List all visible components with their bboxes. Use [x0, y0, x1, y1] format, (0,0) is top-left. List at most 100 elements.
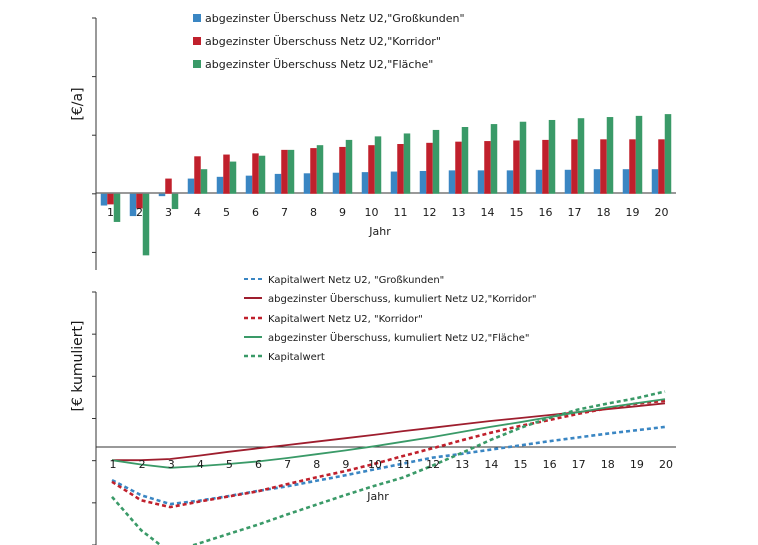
- bar-chart-x-tick-label: 3: [165, 206, 172, 219]
- legend-label-grosskunden: abgezinster Überschuss Netz U2,"Großkund…: [205, 12, 465, 25]
- legend-swatch-flaeche: [193, 60, 201, 68]
- legend-label-korridor: abgezinster Überschuss Netz U2,"Korridor…: [205, 35, 441, 48]
- line-chart-x-tick-label: 5: [226, 458, 233, 471]
- bar-2-10: [368, 145, 375, 194]
- line-chart-x-tick-label: 9: [342, 458, 349, 471]
- bar-3-4: [200, 169, 208, 194]
- line-chart-x-tick-label: 10: [368, 458, 382, 471]
- legend-label-kumuliert-flaeche: abgezinster Überschuss, kumuliert Netz U…: [268, 331, 530, 344]
- line-chart-x-label: Jahr: [366, 490, 389, 503]
- bar-2-3: [165, 178, 172, 194]
- line-chart-x-tick-label: 16: [543, 458, 557, 471]
- bar-1-7: [274, 173, 282, 194]
- legend-label-kumuliert-korridor: abgezinster Überschuss, kumuliert Netz U…: [268, 292, 536, 305]
- bar-3-1: [113, 193, 121, 222]
- line-chart-x-tick-label: 20: [659, 458, 673, 471]
- bar-chart-y-label: [€/a]: [70, 87, 86, 120]
- bar-2-15: [513, 140, 520, 194]
- bar-1-20: [651, 169, 659, 194]
- bar-chart-x-tick-label: 2: [136, 206, 143, 219]
- line-chart-y-ticks: [92, 291, 96, 545]
- bar-1-19: [622, 169, 630, 194]
- bar-3-16: [548, 119, 556, 194]
- bar-3-5: [229, 161, 237, 194]
- bar-3-14: [490, 124, 498, 194]
- legend-swatch-grosskunden: [193, 14, 201, 22]
- bar-2-2: [136, 193, 143, 209]
- line-series-3: [111, 399, 666, 509]
- bar-chart-x-tick-label: 5: [223, 206, 230, 219]
- line-series-1: [111, 425, 666, 506]
- line-chart-x-tick-label: 1: [110, 458, 117, 471]
- bar-chart-x-tick-label: 7: [281, 206, 288, 219]
- bar-1-13: [448, 170, 456, 194]
- bar-chart-x-tick-label: 10: [365, 206, 379, 219]
- bar-chart-x-tick-label: 15: [510, 206, 524, 219]
- line-chart-x-tick-label: 7: [284, 458, 291, 471]
- bar-1-5: [216, 176, 224, 194]
- bar-1-9: [332, 172, 340, 194]
- bar-chart-x-tick-label: 11: [394, 206, 408, 219]
- legend-label-kapitalwert-korridor: Kapitalwert Netz U2, "Korridor": [268, 314, 423, 325]
- bar-chart-x-tick-label: 13: [452, 206, 466, 219]
- bar-3-15: [519, 121, 527, 194]
- bar-1-15: [506, 170, 514, 194]
- bar-chart-x-tick-label: 20: [655, 206, 669, 219]
- line-chart-x-tick-label: 17: [572, 458, 586, 471]
- bar-2-7: [281, 149, 288, 194]
- bar-3-9: [345, 139, 353, 194]
- bar-3-6: [258, 155, 266, 194]
- bar-3-13: [461, 127, 469, 194]
- bar-3-8: [316, 145, 324, 194]
- bar-chart-x-tick-label: 6: [252, 206, 259, 219]
- line-chart-x-tick-label: 18: [601, 458, 615, 471]
- legend-label-flaeche: abgezinster Überschuss Netz U2,"Fläche": [205, 58, 433, 71]
- bar-chart: [€/a] Jahr 1 2 3 4 5 6 7 8 9 10 11 12 13 14 15 16 17 18 19…: [70, 12, 676, 270]
- bar-1-12: [419, 170, 427, 194]
- bar-3-20: [664, 114, 672, 194]
- bar-2-11: [397, 144, 404, 194]
- bar-chart-x-tick-label: 18: [597, 206, 611, 219]
- bar-2-4: [194, 156, 201, 194]
- line-chart-legend: Kapitalwert Netz U2, "Großkunden" abgezi…: [244, 275, 536, 363]
- bar-2-14: [484, 141, 491, 194]
- line-chart-x-tick-label: 12: [426, 458, 440, 471]
- line-chart-y-label: [€ kumuliert]: [70, 321, 86, 412]
- bar-1-8: [303, 173, 311, 194]
- bar-chart-x-ticks: 1 2 3 4 5 6 7 8 9 10 11 12 13 14 15 16 17 18 19 20: [107, 206, 669, 219]
- bar-1-4: [187, 178, 195, 194]
- bar-chart-legend: abgezinster Überschuss Netz U2,"Großkund…: [193, 12, 465, 71]
- bar-chart-x-tick-label: 12: [423, 206, 437, 219]
- line-chart-x-tick-label: 6: [255, 458, 262, 471]
- bar-2-20: [658, 139, 665, 194]
- bar-chart-y-ticks: [92, 17, 96, 253]
- bar-2-13: [455, 141, 462, 194]
- bar-3-3: [171, 193, 179, 210]
- bar-chart-x-label: Jahr: [368, 225, 391, 238]
- bar-3-7: [287, 149, 295, 194]
- line-chart-x-tick-label: 11: [397, 458, 411, 471]
- bar-chart-x-tick-label: 8: [310, 206, 317, 219]
- bar-chart-x-tick-label: 9: [339, 206, 346, 219]
- line-series-5: [111, 390, 666, 545]
- bar-2-19: [629, 139, 636, 194]
- line-chart-x-tick-label: 15: [513, 458, 527, 471]
- legend-label-kapitalwert: Kapitalwert: [268, 352, 325, 363]
- bar-chart-bars: [100, 114, 672, 256]
- bar-3-11: [403, 133, 411, 194]
- bar-chart-x-tick-label: 4: [194, 206, 201, 219]
- bar-1-2: [129, 193, 137, 217]
- line-chart-x-tick-label: 8: [313, 458, 320, 471]
- line-series-4: [111, 398, 666, 469]
- bar-1-17: [564, 169, 572, 194]
- line-chart-x-tick-label: 3: [168, 458, 175, 471]
- bar-1-14: [477, 170, 485, 194]
- bar-2-16: [542, 139, 549, 194]
- bar-2-1: [107, 193, 114, 205]
- bar-chart-x-tick-label: 1: [107, 206, 114, 219]
- bar-2-9: [339, 146, 346, 194]
- bar-3-18: [606, 117, 614, 194]
- bar-chart-x-tick-label: 14: [481, 206, 495, 219]
- bar-chart-x-tick-label: 17: [568, 206, 582, 219]
- line-chart-x-tick-label: 13: [455, 458, 469, 471]
